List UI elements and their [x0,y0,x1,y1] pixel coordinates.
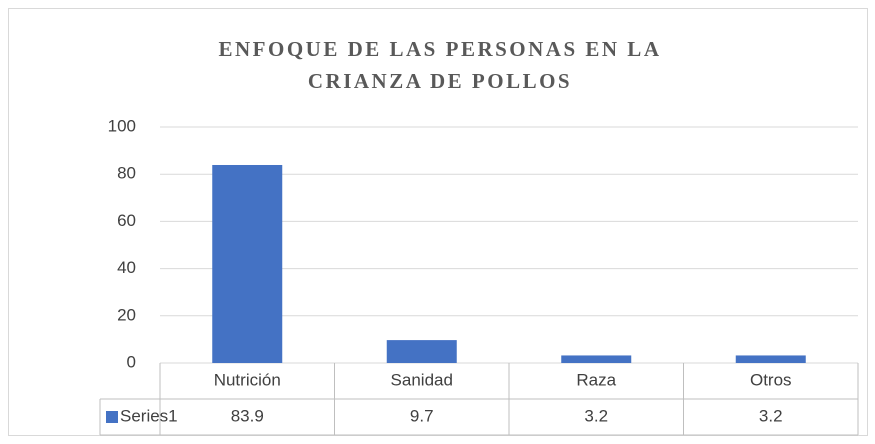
table-value: 3.2 [584,406,608,425]
legend-label: Series1 [120,406,178,425]
bar [735,355,806,363]
y-tick-label: 0 [127,352,136,371]
y-tick-label: 60 [117,211,136,230]
legend-swatch [106,411,118,423]
y-tick-label: 100 [108,116,136,135]
x-tick-label: Nutrición [214,370,281,389]
table-value: 3.2 [759,406,783,425]
x-tick-label: Raza [576,370,616,389]
bar [386,340,457,363]
y-tick-label: 20 [117,305,136,324]
table-value: 83.9 [231,406,264,425]
x-tick-label: Otros [750,370,792,389]
y-tick-label: 80 [117,164,136,183]
table-value: 9.7 [410,406,434,425]
x-tick-label: Sanidad [391,370,453,389]
bar [561,355,632,363]
y-tick-label: 40 [117,258,136,277]
chart-border [8,8,868,436]
bar [212,164,283,363]
chart-title: ENFOQUE DE LAS PERSONAS EN LA CRIANZA DE… [218,37,662,93]
